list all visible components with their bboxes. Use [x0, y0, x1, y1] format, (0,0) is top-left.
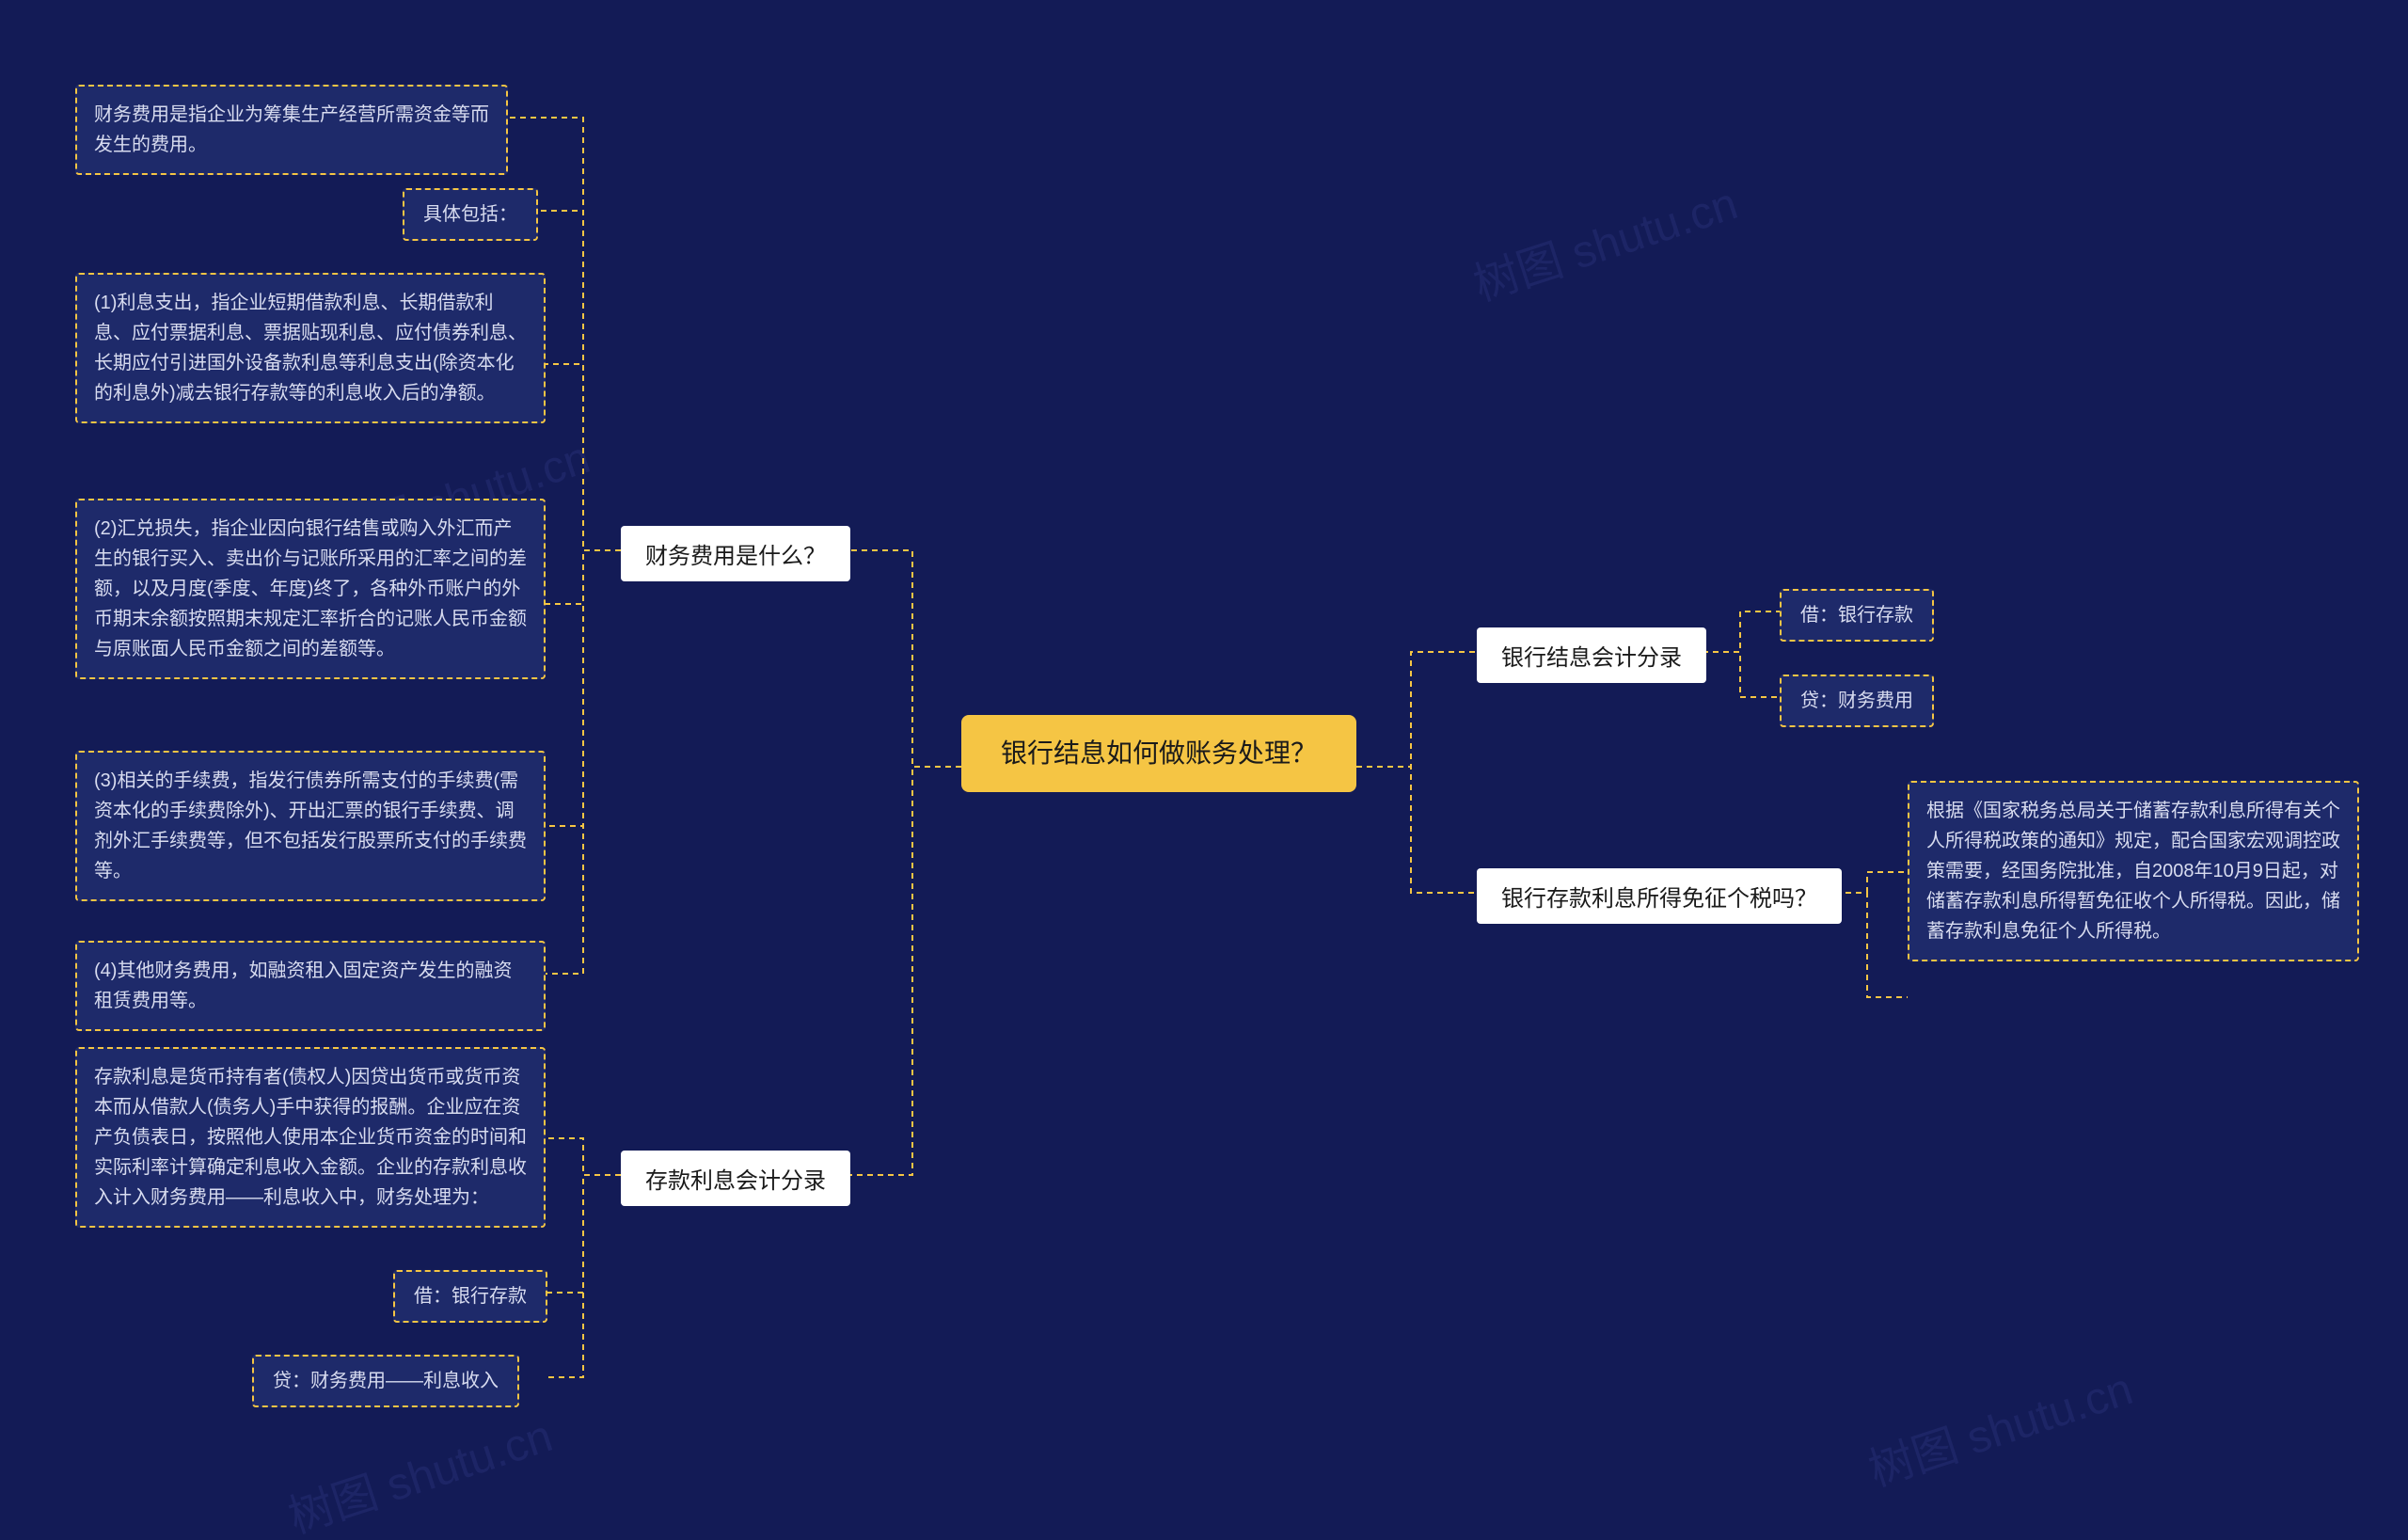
watermark: 树图 shutu.cn [1859, 1352, 2139, 1499]
leaf-b2-1: 借：银行存款 [393, 1270, 547, 1323]
leaf-b3-1: 贷：财务费用 [1780, 675, 1934, 727]
watermark: 树图 shutu.cn [278, 1399, 559, 1540]
center-node: 银行结息如何做账务处理？ [961, 715, 1356, 792]
branch-bank-settlement-entry: 银行结息会计分录 [1477, 627, 1706, 683]
leaf-b1-2: (1)利息支出，指企业短期借款利息、长期借款利息、应付票据利息、票据贴现利息、应… [75, 273, 546, 423]
branch-finance-cost: 财务费用是什么？ [621, 526, 850, 581]
leaf-b4-0: 根据《国家税务总局关于储蓄存款利息所得有关个人所得税政策的通知》规定，配合国家宏… [1908, 781, 2359, 961]
leaf-b1-4: (3)相关的手续费，指发行债券所需支付的手续费(需资本化的手续费除外)、开出汇票… [75, 751, 546, 901]
leaf-b1-0: 财务费用是指企业为筹集生产经营所需资金等而发生的费用。 [75, 85, 508, 175]
leaf-b2-0: 存款利息是货币持有者(债权人)因贷出货币或货币资本而从借款人(债务人)手中获得的… [75, 1047, 546, 1228]
leaf-b1-3: (2)汇兑损失，指企业因向银行结售或购入外汇而产生的银行买入、卖出价与记账所采用… [75, 499, 546, 679]
watermark: 树图 shutu.cn [1464, 167, 1744, 313]
leaf-b1-1: 具体包括： [403, 188, 538, 241]
branch-deposit-interest-entry: 存款利息会计分录 [621, 1151, 850, 1206]
leaf-b2-2: 贷：财务费用——利息收入 [252, 1355, 519, 1407]
leaf-b3-0: 借：银行存款 [1780, 589, 1934, 642]
leaf-b1-5: (4)其他财务费用，如融资租入固定资产发生的融资租赁费用等。 [75, 941, 546, 1031]
branch-tax-exemption: 银行存款利息所得免征个税吗？ [1477, 868, 1842, 924]
